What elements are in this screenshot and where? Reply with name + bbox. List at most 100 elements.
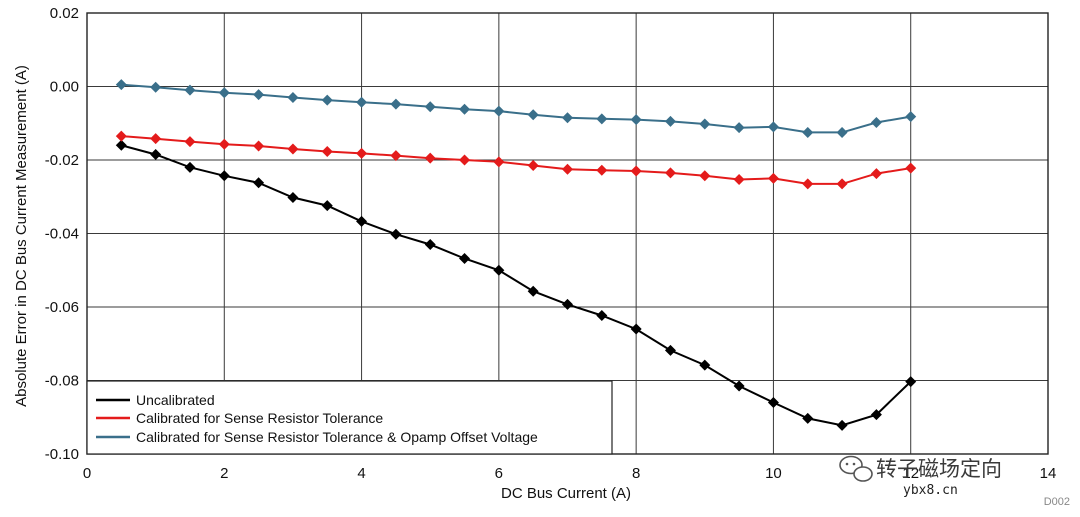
data-point	[870, 168, 882, 180]
x-tick-label: 6	[495, 465, 503, 482]
y-tick-label: -0.08	[45, 373, 79, 390]
data-point	[424, 152, 436, 164]
data-point	[253, 177, 265, 189]
data-point	[218, 170, 230, 182]
data-point	[253, 140, 265, 152]
series-layer	[115, 79, 917, 431]
data-point	[527, 160, 539, 172]
y-tick-label: 0.00	[50, 79, 79, 96]
data-point	[459, 252, 471, 264]
data-point	[733, 173, 745, 185]
legend-label-opamp: Calibrated for Sense Resistor Tolerance …	[136, 429, 538, 445]
x-tick-label: 12	[902, 465, 919, 482]
data-point	[356, 215, 368, 227]
data-point	[390, 98, 402, 110]
data-point	[767, 121, 779, 133]
data-point	[767, 172, 779, 184]
y-axis-label: Absolute Error in DC Bus Current Measure…	[13, 65, 30, 407]
data-point	[767, 397, 779, 409]
wechat-icon	[839, 455, 873, 482]
legend-label-resistor: Calibrated for Sense Resistor Tolerance	[136, 410, 383, 426]
data-point	[115, 130, 127, 142]
watermark-text: 转子磁场定向	[876, 457, 1002, 481]
data-point	[321, 200, 333, 212]
data-point	[596, 113, 608, 125]
data-point	[905, 162, 917, 174]
data-point	[527, 285, 539, 297]
data-point	[905, 111, 917, 123]
series-line	[121, 144, 912, 427]
data-point	[321, 94, 333, 106]
x-tick-label: 4	[357, 465, 365, 482]
series-3	[115, 79, 917, 138]
x-tick-label: 10	[765, 465, 782, 482]
data-point	[115, 139, 127, 151]
data-point	[630, 165, 642, 177]
data-point	[321, 146, 333, 158]
data-point	[596, 164, 608, 176]
data-point	[184, 84, 196, 96]
data-point	[836, 178, 848, 190]
data-point	[390, 150, 402, 162]
data-point	[630, 323, 642, 335]
axes: 0 2 4 6 8 10 12 14 0.02 0.00 -0.02 -0.04 -0.06 -0.08 -…	[45, 5, 1057, 482]
data-point	[424, 101, 436, 113]
data-point	[356, 96, 368, 108]
y-tick-label: -0.10	[45, 446, 79, 463]
legend-label-uncalibrated: Uncalibrated	[136, 392, 215, 408]
data-point	[802, 178, 814, 190]
data-point	[562, 163, 573, 175]
data-point	[836, 126, 848, 138]
y-tick-label: -0.02	[45, 152, 79, 169]
series-1	[115, 139, 917, 431]
figure-code: D002	[1044, 496, 1070, 508]
data-point	[699, 118, 711, 130]
data-point	[150, 148, 162, 160]
data-point	[287, 191, 299, 203]
data-point	[356, 147, 368, 159]
data-point	[733, 122, 745, 134]
watermark-url: ybx8.cn	[903, 483, 958, 498]
x-tick-label: 2	[220, 465, 228, 482]
data-point	[115, 79, 127, 91]
data-point	[218, 87, 230, 99]
data-point	[664, 344, 676, 356]
data-point	[287, 143, 299, 155]
data-point	[493, 105, 505, 117]
data-point	[218, 138, 230, 150]
data-point	[664, 167, 676, 179]
data-point	[184, 161, 196, 173]
data-point	[150, 81, 162, 93]
data-point	[527, 109, 539, 121]
y-tick-label: -0.04	[45, 226, 79, 243]
x-tick-label: 0	[83, 465, 91, 482]
data-point	[699, 170, 711, 182]
data-point	[459, 103, 471, 115]
data-point	[733, 380, 745, 392]
data-point	[630, 114, 642, 126]
data-point	[150, 133, 162, 145]
data-point	[596, 309, 608, 321]
data-point	[836, 419, 848, 431]
watermark: 转子磁场定向 ybx8.cn	[839, 455, 1002, 498]
series-line	[121, 135, 911, 185]
data-point	[905, 376, 917, 388]
data-point	[562, 298, 573, 310]
data-point	[802, 126, 814, 138]
legend-box	[86, 380, 613, 455]
data-point	[870, 409, 882, 421]
data-point	[802, 412, 814, 424]
series-2	[115, 130, 917, 190]
x-tick-label: 8	[632, 465, 640, 482]
data-point	[390, 228, 402, 240]
data-point	[424, 239, 436, 251]
x-tick-label: 14	[1040, 465, 1057, 482]
y-tick-label: -0.06	[45, 299, 79, 316]
y-tick-label: 0.02	[50, 5, 79, 22]
x-axis-label: DC Bus Current (A)	[501, 485, 631, 502]
data-point	[253, 89, 265, 101]
data-point	[459, 154, 471, 166]
data-point	[184, 136, 196, 148]
data-point	[493, 264, 505, 276]
